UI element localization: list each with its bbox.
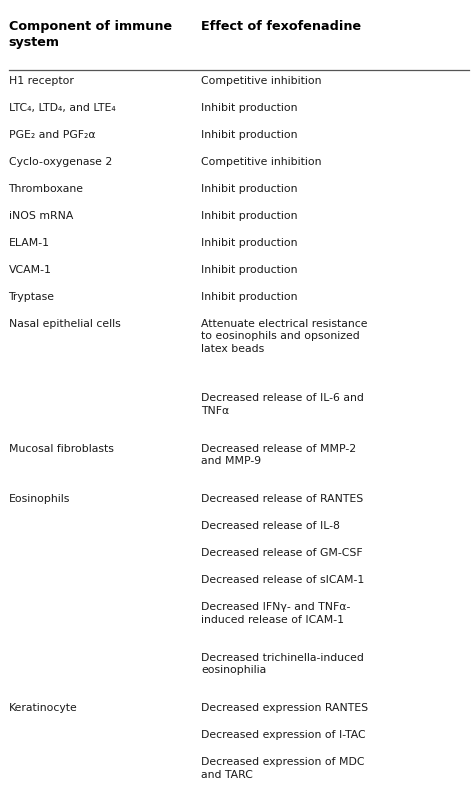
Text: ELAM-1: ELAM-1: [9, 238, 49, 247]
Text: Competitive inhibition: Competitive inhibition: [201, 157, 322, 167]
Text: Decreased release of MMP-2
and MMP-9: Decreased release of MMP-2 and MMP-9: [201, 443, 356, 466]
Text: Thromboxane: Thromboxane: [9, 184, 83, 194]
Text: Tryptase: Tryptase: [9, 291, 55, 301]
Text: VCAM-1: VCAM-1: [9, 264, 51, 275]
Text: Mucosal fibroblasts: Mucosal fibroblasts: [9, 443, 113, 453]
Text: Inhibit production: Inhibit production: [201, 291, 298, 301]
Text: Decreased IFNγ- and TNFα-
induced release of ICAM-1: Decreased IFNγ- and TNFα- induced releas…: [201, 601, 351, 624]
Text: Eosinophils: Eosinophils: [9, 494, 70, 503]
Text: Decreased trichinella-induced
eosinophilia: Decreased trichinella-induced eosinophil…: [201, 652, 365, 675]
Text: iNOS mRNA: iNOS mRNA: [9, 210, 73, 221]
Text: Attenuate electrical resistance
to eosinophils and opsonized
latex beads: Attenuate electrical resistance to eosin…: [201, 318, 368, 353]
Text: Inhibit production: Inhibit production: [201, 130, 298, 140]
Text: Inhibit production: Inhibit production: [201, 238, 298, 247]
Text: LTC₄, LTD₄, and LTE₄: LTC₄, LTD₄, and LTE₄: [9, 103, 115, 113]
Text: Decreased release of RANTES: Decreased release of RANTES: [201, 494, 364, 503]
Text: Competitive inhibition: Competitive inhibition: [201, 76, 322, 86]
Text: Keratinocyte: Keratinocyte: [9, 703, 77, 712]
Text: Inhibit production: Inhibit production: [201, 264, 298, 275]
Text: Decreased release of IL-6 and
TNFα: Decreased release of IL-6 and TNFα: [201, 393, 365, 415]
Text: Inhibit production: Inhibit production: [201, 184, 298, 194]
Text: Effect of fexofenadine: Effect of fexofenadine: [201, 20, 362, 33]
Text: Inhibit production: Inhibit production: [201, 103, 298, 113]
Text: Decreased release of IL-8: Decreased release of IL-8: [201, 520, 340, 531]
Text: Decreased expression of I-TAC: Decreased expression of I-TAC: [201, 729, 366, 740]
Text: Decreased expression of MDC
and TARC: Decreased expression of MDC and TARC: [201, 756, 365, 779]
Text: Inhibit production: Inhibit production: [201, 210, 298, 221]
Text: Decreased expression RANTES: Decreased expression RANTES: [201, 703, 369, 712]
Text: Decreased release of sICAM-1: Decreased release of sICAM-1: [201, 574, 365, 585]
Text: Cyclo-oxygenase 2: Cyclo-oxygenase 2: [9, 157, 112, 167]
Text: Nasal epithelial cells: Nasal epithelial cells: [9, 318, 120, 328]
Text: Decreased release of GM-CSF: Decreased release of GM-CSF: [201, 548, 363, 557]
Text: PGE₂ and PGF₂α: PGE₂ and PGF₂α: [9, 130, 95, 140]
Text: H1 receptor: H1 receptor: [9, 76, 73, 86]
Text: Component of immune
system: Component of immune system: [9, 20, 172, 48]
